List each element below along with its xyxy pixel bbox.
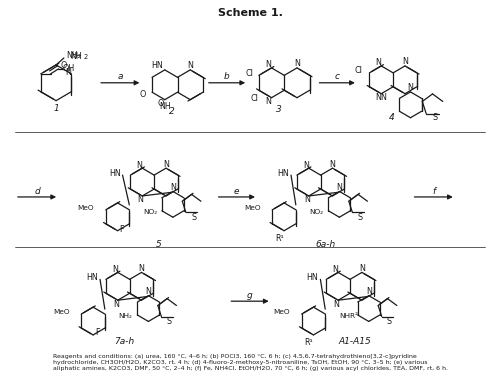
Text: 5: 5 xyxy=(156,240,162,249)
Text: R¹: R¹ xyxy=(304,338,313,347)
Text: HN: HN xyxy=(306,273,318,282)
Text: R¹: R¹ xyxy=(275,234,283,243)
Text: MeO: MeO xyxy=(244,205,260,211)
Text: NH₂: NH₂ xyxy=(118,313,132,319)
Text: d: d xyxy=(34,186,40,196)
Text: S: S xyxy=(387,317,392,326)
Text: NO₂: NO₂ xyxy=(143,209,158,215)
Text: Cl: Cl xyxy=(354,66,362,75)
Text: OH: OH xyxy=(62,65,74,73)
Text: NO₂: NO₂ xyxy=(310,209,324,215)
Text: N: N xyxy=(294,60,300,68)
Text: NH: NH xyxy=(70,52,82,62)
Text: N: N xyxy=(366,287,372,296)
Text: HN: HN xyxy=(278,168,289,178)
Text: N: N xyxy=(112,265,118,274)
Text: N: N xyxy=(146,287,152,296)
Text: N: N xyxy=(188,62,193,70)
Text: Scheme 1.: Scheme 1. xyxy=(218,8,282,18)
Text: HN: HN xyxy=(109,168,120,178)
Text: N: N xyxy=(266,97,272,106)
Text: N: N xyxy=(304,196,310,204)
Text: N: N xyxy=(380,93,386,102)
Text: HN: HN xyxy=(151,62,163,70)
Text: S: S xyxy=(358,213,362,222)
Text: N: N xyxy=(408,83,414,92)
Text: 1: 1 xyxy=(53,104,59,113)
Text: N: N xyxy=(334,299,339,309)
Text: 7a-h: 7a-h xyxy=(114,337,135,346)
Text: NH₂: NH₂ xyxy=(66,52,81,60)
Text: F: F xyxy=(120,225,124,234)
Text: S: S xyxy=(433,113,438,122)
Text: N: N xyxy=(336,183,342,192)
Text: N: N xyxy=(376,93,381,102)
Text: e: e xyxy=(234,186,239,196)
Text: N: N xyxy=(376,58,381,68)
Text: A1-A15: A1-A15 xyxy=(338,337,371,346)
Text: S: S xyxy=(166,317,172,326)
Text: N: N xyxy=(66,68,71,78)
Text: N: N xyxy=(330,160,336,169)
Text: MeO: MeO xyxy=(273,309,290,315)
Text: a: a xyxy=(118,72,123,81)
Text: Reagents and conditions: (a) urea, 160 °C, 4–6 h; (b) POCl3, 160 °C, 6 h; (c) 4,: Reagents and conditions: (a) urea, 160 °… xyxy=(52,354,448,371)
Text: c: c xyxy=(334,72,340,81)
Text: 2: 2 xyxy=(84,54,87,60)
Text: 2: 2 xyxy=(170,107,175,116)
Text: O: O xyxy=(60,62,66,70)
Text: N: N xyxy=(266,60,272,70)
Text: N: N xyxy=(113,299,119,309)
Text: NH: NH xyxy=(159,102,170,111)
Text: Cl: Cl xyxy=(245,69,253,78)
Text: O: O xyxy=(157,99,164,108)
Text: N: N xyxy=(138,196,143,204)
Text: O: O xyxy=(139,90,145,99)
Text: N: N xyxy=(136,161,142,170)
Text: f: f xyxy=(432,186,435,196)
Text: N: N xyxy=(402,57,408,66)
Text: g: g xyxy=(247,291,253,300)
Text: N: N xyxy=(332,265,338,274)
Text: 4: 4 xyxy=(390,113,395,122)
Text: N: N xyxy=(303,161,309,170)
Text: F: F xyxy=(95,329,100,337)
Text: b: b xyxy=(224,72,230,81)
Text: N: N xyxy=(359,264,365,273)
Text: N: N xyxy=(170,183,176,192)
Text: Cl: Cl xyxy=(251,94,259,103)
Text: HN: HN xyxy=(86,273,98,282)
Text: 3: 3 xyxy=(276,105,282,114)
Text: 6a-h: 6a-h xyxy=(315,240,336,249)
Text: N: N xyxy=(163,160,169,169)
Text: MeO: MeO xyxy=(78,205,94,211)
Text: N: N xyxy=(138,264,144,273)
Text: NHR²: NHR² xyxy=(339,313,358,319)
Text: MeO: MeO xyxy=(53,309,70,315)
Text: S: S xyxy=(191,213,196,222)
